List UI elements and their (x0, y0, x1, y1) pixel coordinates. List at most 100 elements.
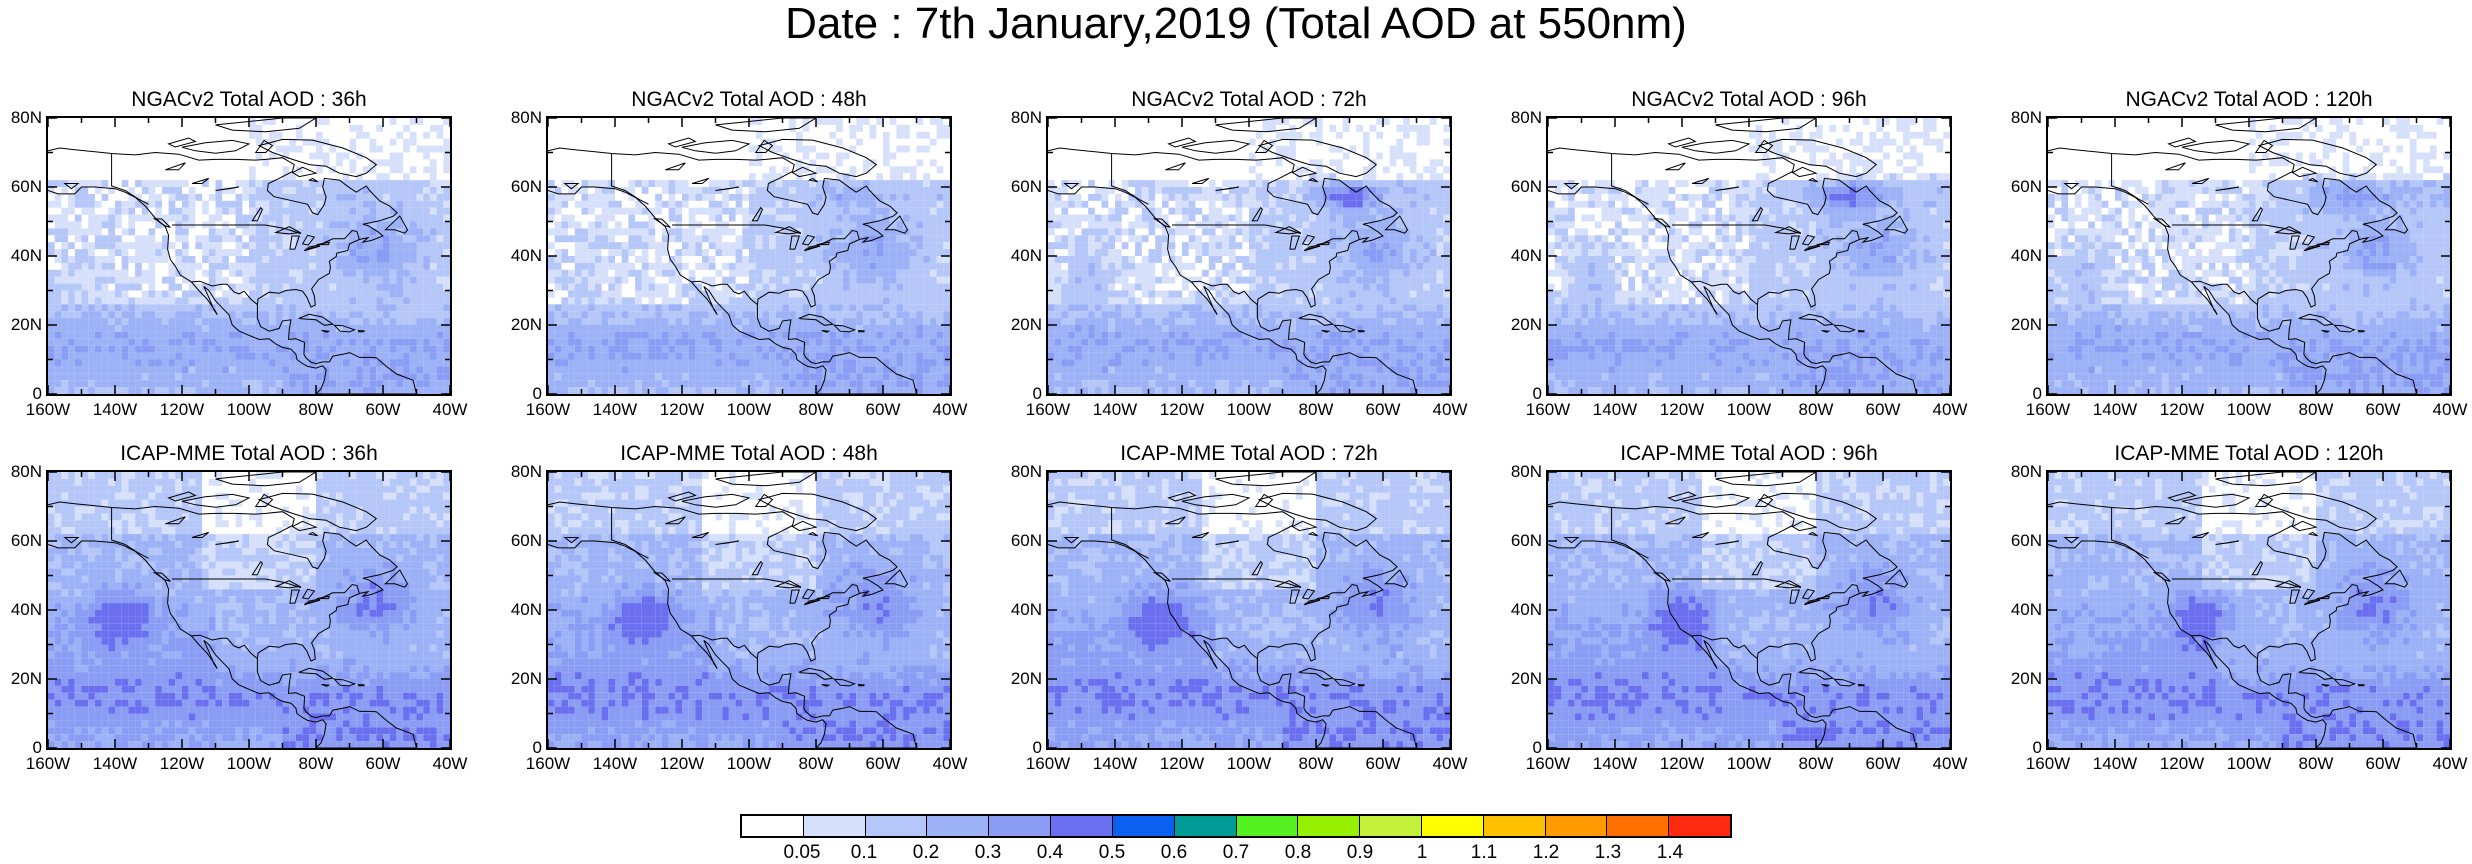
panel-title: NGACv2 Total AOD : 48h (548, 88, 950, 112)
map-panel (46, 116, 452, 396)
aod-map (48, 118, 450, 394)
lon-tick-label: 40W (920, 754, 980, 774)
lat-tick-label: 40N (1002, 600, 1042, 620)
lat-tick-label: 80N (2, 462, 42, 482)
lat-tick-label: 60N (1502, 177, 1542, 197)
aod-map (1548, 472, 1950, 748)
lon-tick-label: 160W (2018, 400, 2078, 420)
lon-tick-label: 60W (353, 400, 413, 420)
lon-tick-label: 60W (853, 754, 913, 774)
lon-tick-label: 40W (2420, 754, 2472, 774)
lon-tick-label: 120W (2152, 754, 2212, 774)
lon-tick-label: 40W (420, 754, 480, 774)
lat-tick-label: 80N (1002, 108, 1042, 128)
aod-map (2048, 472, 2450, 748)
map-panel (546, 116, 952, 396)
lon-tick-label: 60W (1353, 754, 1413, 774)
lon-tick-label: 100W (1719, 400, 1779, 420)
lon-tick-label: 80W (786, 754, 846, 774)
lon-tick-label: 160W (1518, 754, 1578, 774)
lat-tick-label: 20N (502, 315, 542, 335)
colorbar-label: 1.1 (1454, 842, 1514, 864)
lon-tick-label: 80W (1786, 400, 1846, 420)
panel-title: ICAP-MME Total AOD : 72h (1048, 442, 1450, 466)
panel-title: ICAP-MME Total AOD : 48h (548, 442, 950, 466)
colorbar-label: 1 (1392, 842, 1452, 864)
lat-tick-label: 40N (2002, 246, 2042, 266)
colorbar-box (1360, 816, 1422, 836)
lon-tick-label: 40W (1920, 400, 1980, 420)
lon-tick-label: 140W (585, 754, 645, 774)
panel-title: NGACv2 Total AOD : 120h (2048, 88, 2450, 112)
lat-tick-label: 20N (1002, 315, 1042, 335)
lon-tick-label: 140W (2085, 754, 2145, 774)
colorbar-label: 0.2 (896, 842, 956, 864)
lat-tick-label: 20N (1502, 315, 1542, 335)
lon-tick-label: 100W (1719, 754, 1779, 774)
lon-tick-label: 120W (2152, 400, 2212, 420)
aod-map (1548, 118, 1950, 394)
lat-tick-label: 80N (2002, 108, 2042, 128)
colorbar-label: 0.3 (958, 842, 1018, 864)
lat-tick-label: 20N (2002, 315, 2042, 335)
lon-tick-label: 60W (1853, 400, 1913, 420)
lon-tick-label: 120W (652, 400, 712, 420)
lat-tick-label: 80N (2002, 462, 2042, 482)
colorbar-box (1051, 816, 1113, 836)
colorbar-box (1175, 816, 1237, 836)
lat-tick-label: 60N (2002, 531, 2042, 551)
colorbar-label: 1.4 (1640, 842, 1700, 864)
lon-tick-label: 140W (585, 400, 645, 420)
lat-tick-label: 80N (1502, 108, 1542, 128)
lon-tick-label: 160W (1518, 400, 1578, 420)
lat-tick-label: 20N (1502, 669, 1542, 689)
lon-tick-label: 120W (652, 754, 712, 774)
colorbar-label: 0.05 (772, 842, 832, 864)
lat-tick-label: 60N (1002, 177, 1042, 197)
colorbar-label: 0.4 (1020, 842, 1080, 864)
lon-tick-label: 120W (152, 754, 212, 774)
lon-tick-label: 160W (2018, 754, 2078, 774)
lat-tick-label: 40N (2002, 600, 2042, 620)
map-panel (2046, 116, 2452, 396)
aod-map (1048, 118, 1450, 394)
lon-tick-label: 40W (1420, 400, 1480, 420)
colorbar-label: 0.9 (1330, 842, 1390, 864)
lon-tick-label: 120W (1152, 400, 1212, 420)
lon-tick-label: 140W (1085, 400, 1145, 420)
lon-tick-label: 40W (2420, 400, 2472, 420)
colorbar-box (1546, 816, 1608, 836)
colorbar-label: 1.3 (1578, 842, 1638, 864)
aod-map (1048, 472, 1450, 748)
lon-tick-label: 80W (1286, 400, 1346, 420)
lon-tick-label: 60W (2353, 400, 2413, 420)
lat-tick-label: 60N (1002, 531, 1042, 551)
lat-tick-label: 40N (2, 600, 42, 620)
lon-tick-label: 80W (2286, 754, 2346, 774)
lon-tick-label: 60W (853, 400, 913, 420)
lon-tick-label: 100W (219, 400, 279, 420)
aod-map (48, 472, 450, 748)
lon-tick-label: 160W (518, 400, 578, 420)
lon-tick-label: 140W (2085, 400, 2145, 420)
lat-tick-label: 60N (502, 531, 542, 551)
lat-tick-label: 40N (2, 246, 42, 266)
map-panel (1046, 116, 1452, 396)
lon-tick-label: 80W (286, 754, 346, 774)
panel-title: ICAP-MME Total AOD : 120h (2048, 442, 2450, 466)
colorbar-label: 0.1 (834, 842, 894, 864)
panel-title: ICAP-MME Total AOD : 36h (48, 442, 450, 466)
lon-tick-label: 60W (1853, 754, 1913, 774)
lon-tick-label: 100W (719, 754, 779, 774)
lat-tick-label: 80N (502, 462, 542, 482)
colorbar-box (1607, 816, 1669, 836)
panel-title: NGACv2 Total AOD : 96h (1548, 88, 1950, 112)
colorbar-box (1484, 816, 1546, 836)
lon-tick-label: 160W (1018, 754, 1078, 774)
lon-tick-label: 140W (1085, 754, 1145, 774)
lon-tick-label: 140W (1585, 754, 1645, 774)
map-panel (46, 470, 452, 750)
lat-tick-label: 60N (2, 177, 42, 197)
colorbar-box (866, 816, 928, 836)
lon-tick-label: 60W (2353, 754, 2413, 774)
